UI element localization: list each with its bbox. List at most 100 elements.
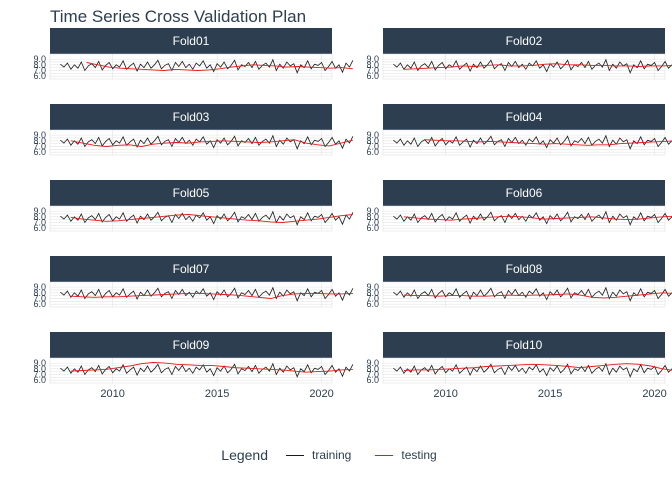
y-tick-label: 6.0: [366, 147, 379, 157]
facet-strip-label: Fold09: [173, 338, 210, 352]
legend-item-training: training: [286, 448, 351, 462]
y-tick-label: 9.0: [33, 282, 46, 292]
facet-panel-fold09: Fold09 6.07.08.09.0 2010 2015 2020: [33, 332, 354, 400]
y-tick-label: 6.0: [33, 299, 46, 309]
y-tick-label: 6.0: [33, 375, 46, 385]
y-tick-label: 7.0: [366, 141, 379, 151]
y-tick-label: 9.0: [366, 54, 379, 64]
y-tick-label: 6.0: [366, 71, 379, 81]
testing-series-line: [403, 215, 672, 221]
y-tick-label: 6.0: [366, 299, 379, 309]
y-tick-label: 7.0: [33, 293, 46, 303]
x-tick-label: 2010: [433, 388, 457, 400]
y-tick-label: 7.0: [366, 217, 379, 227]
y-tick-label: 9.0: [366, 206, 379, 216]
y-tick-label: 9.0: [33, 54, 46, 64]
y-tick-label: 7.0: [366, 293, 379, 303]
facet-strip-label: Fold01: [173, 34, 210, 48]
y-tick-label: 7.0: [33, 369, 46, 379]
facet-strip: [50, 180, 332, 206]
testing-series-line: [86, 62, 353, 71]
y-tick-label: 9.0: [33, 130, 46, 140]
facet-strip-label: Fold03: [173, 110, 210, 124]
testing-series-line: [424, 139, 672, 146]
facet-panel-fold07: Fold07 6.07.08.09.0: [33, 256, 354, 309]
y-tick-label: 7.0: [366, 369, 379, 379]
x-tick-label: 2015: [205, 388, 229, 400]
y-tick-label: 9.0: [366, 358, 379, 368]
training-series-line: [60, 134, 354, 150]
y-tick-label: 9.0: [366, 130, 379, 140]
testing-series-line: [70, 292, 353, 299]
facet-strip: [383, 332, 665, 358]
facet-panel-fold10: Fold10 6.07.08.09.0 2010 2015 2020: [366, 332, 672, 400]
facet-strip-label: Fold10: [506, 338, 543, 352]
y-tick-label: 7.0: [33, 217, 46, 227]
testing-series-line: [70, 139, 354, 147]
facet-strip: [50, 256, 332, 282]
x-tick-label: 2015: [538, 388, 562, 400]
plot-background: [382, 205, 666, 232]
legend-title: Legend: [221, 447, 268, 463]
facet-panel-fold04: Fold04 6.07.08.09.0: [366, 104, 672, 157]
facet-panel-fold06: Fold06 6.07.08.09.0: [366, 180, 672, 233]
x-tick-label: 2020: [642, 388, 666, 400]
facet-strip-label: Fold05: [173, 186, 210, 200]
facet-panel-fold03: Fold03 6.07.08.09.0: [33, 104, 354, 157]
facet-strip: [383, 256, 665, 282]
facet-panel-fold05: Fold05 6.07.08.09.0: [33, 180, 354, 233]
y-tick-label: 6.0: [366, 223, 379, 233]
facet-panel-fold02: Fold02 6.07.08.09.0: [366, 28, 672, 81]
facet-strip: [383, 104, 665, 130]
legend-label-training: training: [312, 448, 352, 462]
facet-strip-label: Fold08: [506, 262, 543, 276]
x-tick-label: 2010: [100, 388, 124, 400]
facet-strip: [383, 180, 665, 206]
facet-strip: [50, 104, 332, 130]
facet-strip-label: Fold02: [506, 34, 543, 48]
y-tick-label: 6.0: [33, 147, 46, 157]
training-series-line: [393, 58, 672, 74]
facet-panel-fold08: Fold08 6.07.08.09.0: [366, 256, 672, 309]
legend-item-testing: testing: [375, 448, 437, 462]
training-series-line: [60, 210, 354, 226]
training-series-line: [60, 286, 354, 302]
y-tick-label: 8.0: [33, 212, 46, 222]
y-tick-label: 8.0: [33, 60, 46, 70]
y-tick-label: 9.0: [33, 358, 46, 368]
y-tick-label: 8.0: [33, 364, 46, 374]
legend-key-training: [286, 454, 304, 456]
y-tick-label: 8.0: [366, 288, 379, 298]
y-tick-label: 8.0: [366, 60, 379, 70]
legend-key-testing: [375, 454, 394, 456]
legend: Legend training testing: [0, 446, 672, 464]
testing-series-line: [403, 292, 672, 299]
y-tick-label: 9.0: [33, 206, 46, 216]
y-tick-label: 6.0: [366, 375, 379, 385]
y-tick-label: 9.0: [366, 282, 379, 292]
facet-strip-label: Fold07: [173, 262, 210, 276]
x-tick-label: 2020: [309, 388, 333, 400]
y-tick-label: 6.0: [33, 71, 46, 81]
training-series-line: [393, 362, 672, 378]
facet-strip-label: Fold06: [506, 186, 543, 200]
testing-series-line: [70, 214, 353, 223]
y-tick-label: 8.0: [366, 364, 379, 374]
y-tick-label: 8.0: [366, 212, 379, 222]
testing-series-line: [403, 63, 672, 70]
legend-label-testing: testing: [401, 448, 437, 462]
chart-title: Time Series Cross Validation Plan: [50, 7, 307, 26]
facet-strip: [50, 332, 332, 358]
facet-panel-fold01: Fold01 6.07.08.09.0: [33, 28, 354, 81]
facet-strip: [50, 28, 332, 54]
facet-strip-label: Fold04: [506, 110, 543, 124]
y-tick-label: 8.0: [366, 136, 379, 146]
facet-strip: [383, 28, 665, 54]
testing-series-line: [70, 362, 353, 373]
training-series-line: [60, 58, 354, 74]
y-tick-label: 7.0: [33, 141, 46, 151]
y-tick-label: 6.0: [33, 223, 46, 233]
y-tick-label: 7.0: [366, 65, 379, 75]
y-tick-label: 8.0: [33, 288, 46, 298]
